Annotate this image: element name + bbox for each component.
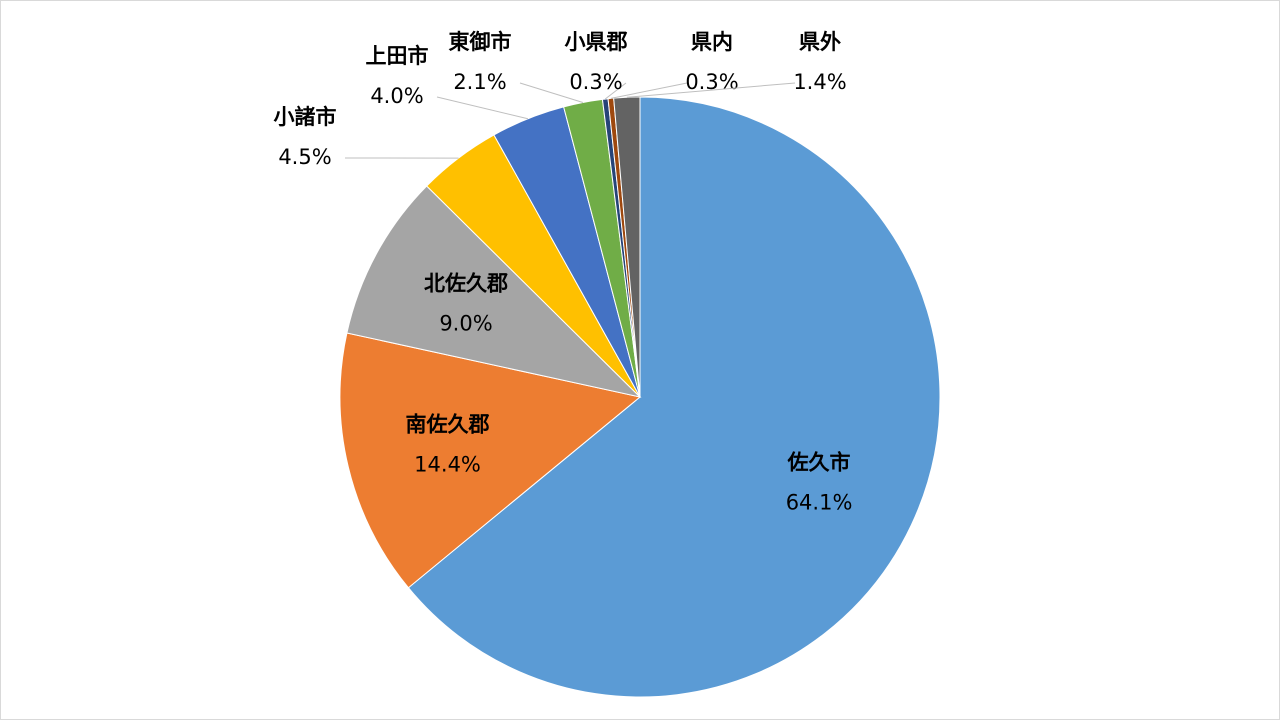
data-label-name: 南佐久郡 [406,412,490,436]
leader-line [436,96,529,120]
data-label-name: 上田市 [366,44,429,68]
data-label-value: 2.1% [453,70,506,94]
data-label-name: 小県郡 [565,30,628,54]
data-label-value: 1.4% [793,70,846,94]
data-label-value: 0.3% [569,70,622,94]
data-label-name: 北佐久郡 [424,272,508,296]
pie-slice [346,185,642,398]
leader-line [519,82,584,103]
leader-line [626,82,796,98]
data-label-value: 4.5% [278,145,331,169]
data-label-name: 県外 [799,30,841,54]
data-label-name: 県内 [691,30,733,54]
data-label-value: 64.1% [786,491,853,515]
leader-line [610,82,688,99]
data-label-name: 佐久市 [787,451,851,475]
data-label-name: 小諸市 [274,105,337,129]
data-label-name: 東御市 [449,30,512,54]
data-label-value: 14.4% [414,452,481,476]
leader-line [604,82,627,100]
pie-slice [339,332,642,589]
data-label-value: 4.0% [370,84,423,108]
data-label-value: 9.0% [439,312,492,336]
pie-slice [407,96,941,698]
